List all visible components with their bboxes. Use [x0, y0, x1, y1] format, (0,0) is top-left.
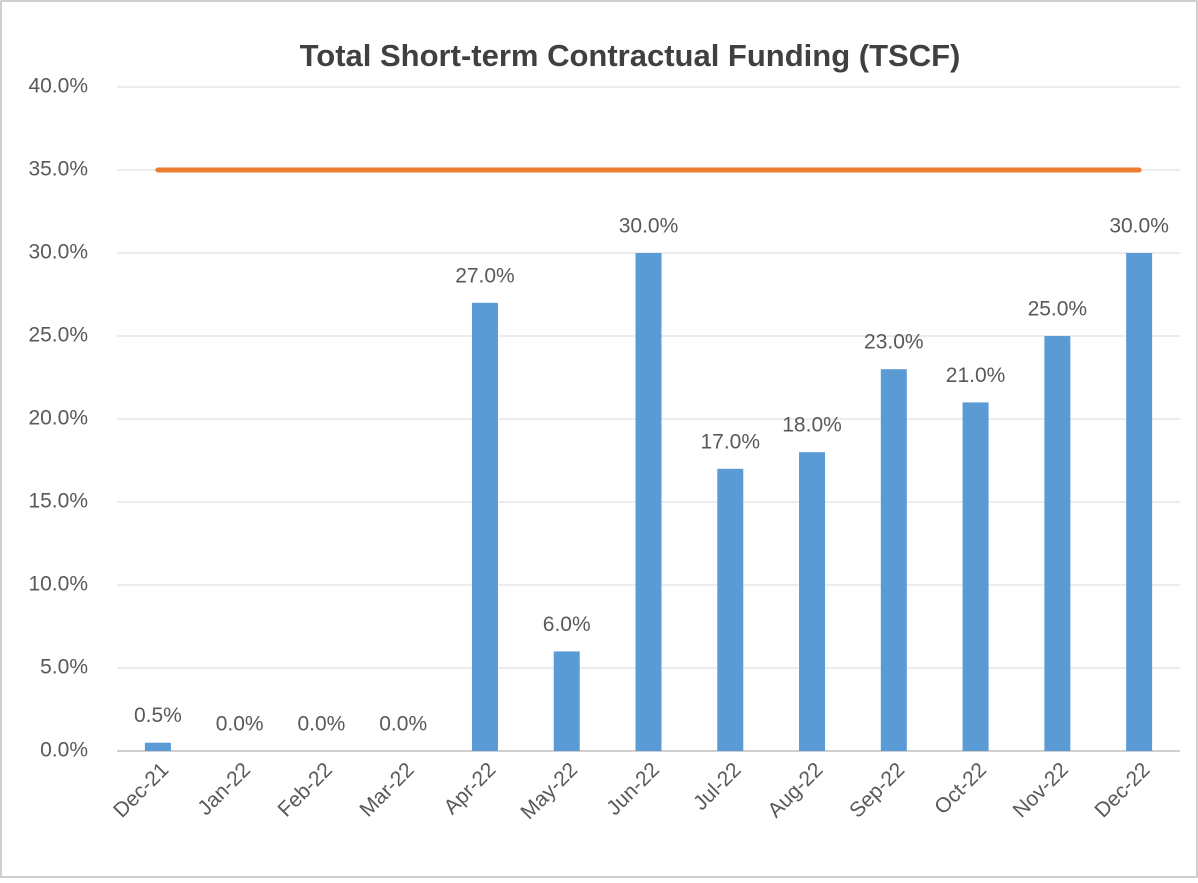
data-label: 0.0% [297, 713, 345, 736]
data-label: 0.0% [379, 713, 427, 736]
bar [1044, 336, 1071, 751]
bar [717, 468, 744, 751]
data-label: 27.0% [455, 264, 515, 287]
data-label: 18.0% [782, 414, 842, 437]
y-tick-label: 35.0% [28, 158, 88, 181]
data-label: 6.0% [543, 613, 591, 636]
data-label: 17.0% [700, 430, 760, 453]
y-tick-label: 30.0% [28, 241, 88, 264]
data-label: 30.0% [1109, 215, 1169, 238]
y-tick-label: 15.0% [28, 490, 88, 513]
bar [962, 402, 989, 751]
bar [1126, 253, 1153, 751]
data-label: 0.5% [134, 704, 182, 727]
y-tick-label: 0.0% [40, 739, 88, 762]
bar [799, 452, 826, 751]
bar [880, 369, 907, 751]
bar [471, 302, 498, 751]
data-label: 25.0% [1028, 298, 1088, 321]
bar [553, 651, 580, 751]
y-tick-label: 10.0% [28, 573, 88, 596]
bar [144, 742, 171, 751]
data-label: 21.0% [946, 364, 1006, 387]
data-label: 30.0% [619, 215, 679, 238]
y-tick-label: 5.0% [40, 656, 88, 679]
chart-title: Total Short-term Contractual Funding (TS… [300, 38, 961, 73]
bar [635, 253, 662, 751]
data-label: 0.0% [216, 713, 264, 736]
data-label: 23.0% [864, 331, 924, 354]
y-tick-label: 25.0% [28, 324, 88, 347]
y-tick-label: 20.0% [28, 407, 88, 430]
y-tick-label: 40.0% [28, 75, 88, 98]
